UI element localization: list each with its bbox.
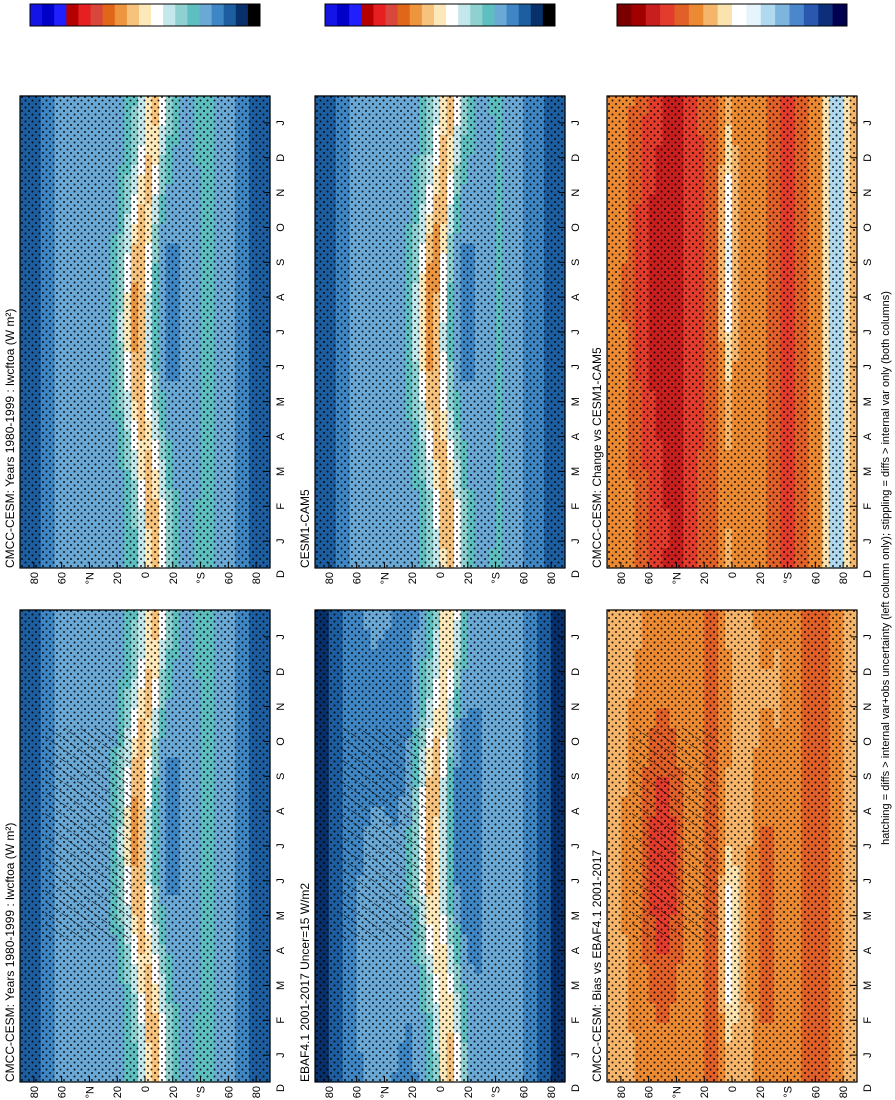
colorbar-swatch xyxy=(199,4,213,26)
lat-tick-label: 60 xyxy=(223,1086,235,1098)
lat-tick-label: 20 xyxy=(168,1086,180,1098)
month-tick-label: J xyxy=(275,1052,287,1058)
month-tick-label: M xyxy=(275,467,287,476)
lat-tick-label: 20 xyxy=(112,1086,124,1098)
month-tick-label: J xyxy=(275,364,287,370)
month-tick-label: D xyxy=(275,668,287,676)
colorbar-swatch xyxy=(66,4,79,26)
month-tick-label: A xyxy=(275,807,287,815)
colorbar-swatch xyxy=(102,4,116,26)
month-tick-label: J xyxy=(275,538,287,544)
month-tick-label: D xyxy=(275,1084,287,1092)
lat-tick-label: 0 xyxy=(140,1086,152,1092)
panel-title: CMCC-CESM: Years 1980-1999 : lwcftoa (W … xyxy=(3,309,17,568)
month-tick-label: O xyxy=(275,223,287,232)
lat-tick-label: 80 xyxy=(251,572,263,584)
month-tick-label: A xyxy=(275,293,287,301)
colorbar-swatch xyxy=(175,4,188,26)
month-tick-label: A xyxy=(275,946,287,954)
stippling-overlay xyxy=(20,96,270,568)
month-tick-label: O xyxy=(275,737,287,746)
month-tick-label: F xyxy=(275,503,287,510)
lat-tick-label: °N xyxy=(84,1086,96,1098)
month-tick-label: M xyxy=(275,397,287,406)
month-tick-label: J xyxy=(275,878,287,884)
colorbar-swatch xyxy=(138,4,152,26)
panel-p1: D J F M A M J J A S O N D J 80 60 °N 20 0 20 °S 60 80 CMCC-CESM… xyxy=(3,498,287,1098)
month-tick-label: S xyxy=(275,773,287,780)
month-tick-label: J xyxy=(275,843,287,849)
lat-tick-label: 60 xyxy=(223,572,235,584)
lat-tick-label: 80 xyxy=(29,1086,41,1098)
lat-tick-label: 0 xyxy=(140,572,152,578)
colorbar-swatch xyxy=(30,4,43,26)
month-tick-label: A xyxy=(275,432,287,440)
month-tick-label: M xyxy=(275,981,287,990)
panel-p2: D J F M A M J J A S O N D J 80 60 °N 20 0 20 °S 60 80 CMCC-CESM… xyxy=(3,3,287,584)
hatching-overlay xyxy=(45,728,133,941)
colorbar-swatch xyxy=(247,4,261,26)
colorbar-swatch xyxy=(163,4,176,26)
colorbar-swatch xyxy=(187,4,200,26)
month-tick-label: F xyxy=(275,1017,287,1024)
lat-tick-label: 80 xyxy=(29,572,41,584)
month-tick-label: S xyxy=(275,259,287,266)
colorbar-swatch xyxy=(54,4,67,26)
colorbar-swatch xyxy=(126,4,140,26)
colorbar-swatch xyxy=(114,4,128,26)
lat-tick-label: °S xyxy=(196,1086,208,1098)
colorbar-swatch xyxy=(151,4,164,26)
colorbar-swatch xyxy=(90,4,104,26)
colorbar-swatch xyxy=(211,4,225,26)
panel-title: CMCC-CESM: Years 1980-1999 : lwcftoa (W … xyxy=(3,823,17,1082)
month-tick-label: D xyxy=(275,154,287,162)
lat-tick-label: °N xyxy=(84,572,96,584)
month-tick-label: D xyxy=(275,570,287,578)
lat-tick-label: 80 xyxy=(251,1086,263,1098)
lat-tick-label: 60 xyxy=(57,572,69,584)
month-tick-label: N xyxy=(275,189,287,197)
month-tick-label: J xyxy=(275,634,287,640)
month-tick-label: M xyxy=(275,911,287,920)
colorbar-swatch xyxy=(235,4,249,26)
colorbar-swatch xyxy=(223,4,237,26)
colorbar: -100102030405060708090 xyxy=(29,3,261,27)
lat-tick-label: 20 xyxy=(112,572,124,584)
month-tick-label: J xyxy=(275,120,287,126)
lat-tick-label: °S xyxy=(196,572,208,584)
lat-tick-label: 20 xyxy=(168,572,180,584)
lat-tick-label: 60 xyxy=(57,1086,69,1098)
colorbar-swatch xyxy=(78,4,92,26)
month-tick-label: N xyxy=(275,703,287,711)
colorbar-swatch xyxy=(42,4,55,26)
month-tick-label: J xyxy=(275,329,287,335)
